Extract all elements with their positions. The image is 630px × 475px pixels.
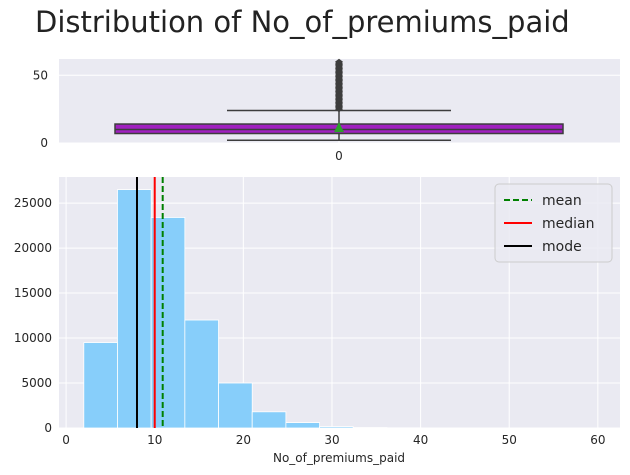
histogram-bar [83, 342, 118, 429]
legend-label-mode: mode [542, 239, 582, 255]
histogram-y-ticks: 0 5000 10000 15000 20000 25000 [14, 196, 52, 435]
histogram-stat-lines [135, 177, 164, 428]
histogram-bar [117, 189, 152, 429]
x-tick-label: 50 [502, 433, 517, 447]
legend-label-median: median [542, 216, 594, 232]
histogram-panel: 0 10 20 30 40 50 60 0500010000150002000025000 … [14, 177, 620, 465]
legend: mean median mode [494, 183, 613, 263]
histogram-bar [150, 217, 186, 429]
x-tick-label: 10 [147, 433, 162, 447]
histogram-bar [251, 411, 287, 429]
outlier-point [335, 58, 343, 65]
x-tick-label: 40 [413, 433, 428, 447]
boxplot-category-label: 0 [335, 149, 343, 163]
y-tick-label: 20000 [14, 241, 52, 255]
chart-title: Distribution of No_of_premiums_paid [35, 5, 570, 39]
x-axis-label: No_of_premiums_paid [273, 451, 405, 465]
histogram-bar [184, 319, 219, 429]
boxplot-panel: 0 50 0 [33, 58, 620, 163]
x-tick-label: 30 [324, 433, 339, 447]
y-tick-label: 15000 [14, 286, 52, 300]
x-tick-label: 60 [590, 433, 605, 447]
boxplot-y-tick-label: 0 [40, 136, 48, 150]
histogram-bars [83, 189, 455, 429]
mean-marker [334, 122, 344, 133]
histogram-bar [319, 426, 354, 429]
y-tick-label: 10000 [14, 331, 52, 345]
boxplot-y-tick-label: 50 [33, 68, 48, 82]
y-tick-label: 25000 [14, 196, 52, 210]
histogram-x-ticks: 0 10 20 30 40 50 60 [62, 433, 605, 447]
legend-label-mean: mean [542, 193, 582, 209]
x-tick-label: 0 [62, 433, 70, 447]
boxplot-marks [114, 58, 564, 142]
histogram-bar [285, 422, 320, 429]
y-tick-label: 5000 [21, 376, 52, 390]
histogram-bar [218, 382, 253, 429]
x-tick-label: 20 [236, 433, 251, 447]
boxplot-y-ticks: 0 50 [33, 68, 48, 150]
y-tick-label: 0 [44, 421, 52, 435]
legend-box [494, 183, 613, 263]
